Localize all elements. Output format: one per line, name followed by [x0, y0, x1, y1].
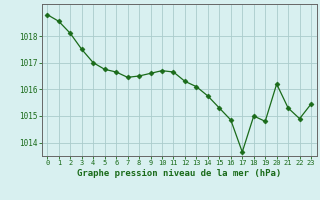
X-axis label: Graphe pression niveau de la mer (hPa): Graphe pression niveau de la mer (hPa) [77, 169, 281, 178]
